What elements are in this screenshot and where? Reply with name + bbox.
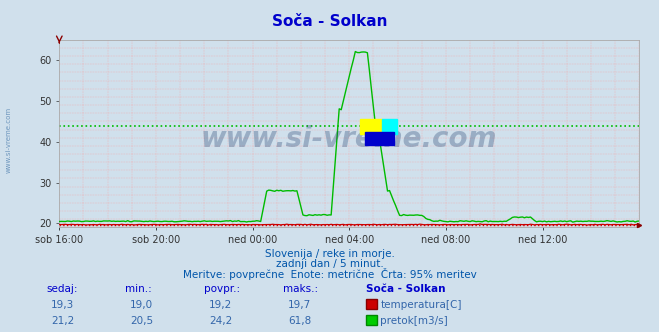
Text: 24,2: 24,2 (209, 316, 233, 326)
Text: 19,0: 19,0 (130, 300, 154, 310)
Bar (360, 119, 382, 133)
Text: temperatura[C]: temperatura[C] (380, 300, 462, 310)
Text: 19,2: 19,2 (209, 300, 233, 310)
Text: maks.:: maks.: (283, 284, 318, 294)
Text: www.si-vreme.com: www.si-vreme.com (201, 125, 498, 153)
Text: www.si-vreme.com: www.si-vreme.com (5, 106, 12, 173)
Text: zadnji dan / 5 minut.: zadnji dan / 5 minut. (275, 259, 384, 269)
Text: 21,2: 21,2 (51, 316, 74, 326)
Text: Soča - Solkan: Soča - Solkan (366, 284, 445, 294)
Text: 20,5: 20,5 (130, 316, 154, 326)
Text: 19,3: 19,3 (51, 300, 74, 310)
Text: 19,7: 19,7 (288, 300, 312, 310)
Text: sedaj:: sedaj: (46, 284, 78, 294)
Bar (365, 132, 394, 145)
Text: min.:: min.: (125, 284, 152, 294)
Bar (382, 119, 397, 133)
Text: povpr.:: povpr.: (204, 284, 241, 294)
Text: Soča - Solkan: Soča - Solkan (272, 14, 387, 29)
Text: Meritve: povprečne  Enote: metrične  Črta: 95% meritev: Meritve: povprečne Enote: metrične Črta:… (183, 268, 476, 280)
Text: Slovenija / reke in morje.: Slovenija / reke in morje. (264, 249, 395, 259)
Text: 61,8: 61,8 (288, 316, 312, 326)
Text: pretok[m3/s]: pretok[m3/s] (380, 316, 448, 326)
